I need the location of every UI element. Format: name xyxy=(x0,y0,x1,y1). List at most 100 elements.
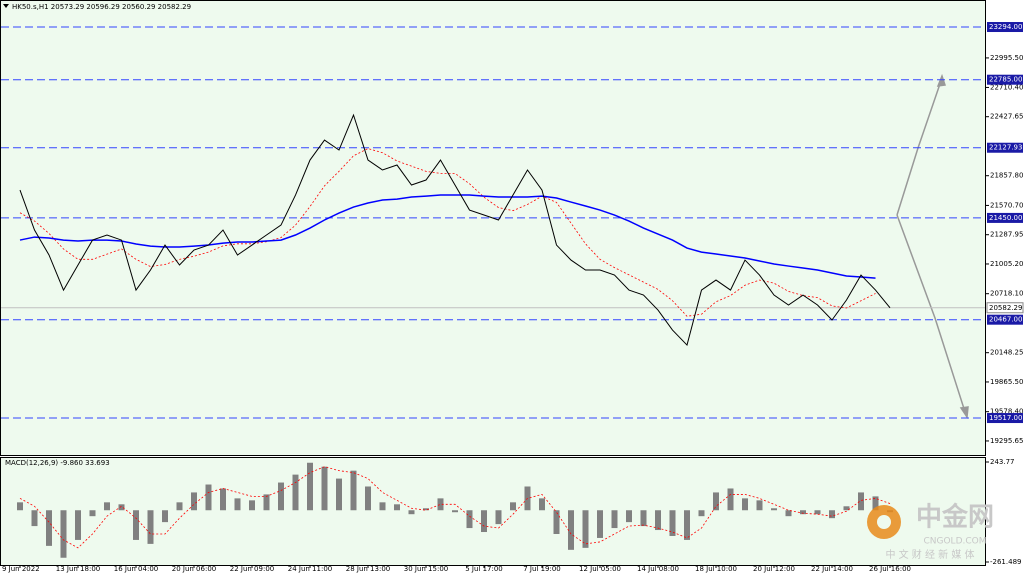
x-tick-label: 13 Jun 18:00 xyxy=(56,565,100,573)
level-box xyxy=(987,22,1023,33)
x-tick-label: 9 Jun 2022 xyxy=(2,565,40,573)
macd-bar xyxy=(75,510,81,540)
price-panel xyxy=(0,0,986,456)
macd-bar xyxy=(655,510,661,531)
y-tick-label: 243.77 xyxy=(990,458,1015,466)
macd-bar xyxy=(423,508,429,511)
macd-bar xyxy=(46,510,52,546)
macd-bar xyxy=(814,510,821,515)
level-box xyxy=(987,142,1023,153)
y-tick-label: 19865.50 xyxy=(990,378,1023,386)
macd-bar xyxy=(669,510,676,536)
macd-bar xyxy=(321,466,328,511)
macd-bar xyxy=(60,510,67,558)
macd-bar xyxy=(350,470,357,511)
macd-bar xyxy=(278,482,284,511)
macd-bar xyxy=(437,498,444,511)
macd-bar xyxy=(872,496,879,511)
x-tick-label: 18 Jul 10:00 xyxy=(695,565,737,573)
macd-bar xyxy=(394,504,400,511)
macd-title: MACD(12,26,9) -9.860 33.693 xyxy=(5,459,110,467)
macd-bar xyxy=(510,502,516,511)
logo-inner xyxy=(877,515,891,529)
y-tick-label: 21857.80 xyxy=(990,172,1023,180)
y-tick-label: 22710.40 xyxy=(990,83,1023,91)
y-tick-label: 22995.50 xyxy=(990,54,1023,62)
x-tick-label: 24 Jun 11:00 xyxy=(288,565,332,573)
x-tick-label: 20 Jun 06:00 xyxy=(172,565,216,573)
macd-bar xyxy=(89,510,96,517)
macd-bar xyxy=(858,492,864,511)
macd-bar xyxy=(829,510,835,519)
x-tick-label: 16 Jun 04:00 xyxy=(114,565,158,573)
macd-bar xyxy=(582,510,589,548)
macd-bar xyxy=(408,510,415,515)
level-label: 19517.00 xyxy=(989,414,1022,422)
watermark: 中金网 CNGOLD.COM 中 文 财 经 新 媒 体 xyxy=(867,502,994,561)
macd-bar xyxy=(626,510,632,523)
chart-title: HK50.s,H1 20573.29 20596.29 20560.29 205… xyxy=(12,3,191,11)
macd-bar xyxy=(17,502,23,511)
macd-bar xyxy=(263,494,270,511)
macd-bar xyxy=(843,506,850,511)
level-label: 22127.93 xyxy=(989,144,1022,152)
y-tick-label: 21287.95 xyxy=(990,231,1023,239)
macd-bar xyxy=(495,510,502,525)
macd-bar xyxy=(234,498,241,511)
x-tick-label: 20 Jul 12:00 xyxy=(753,565,795,573)
level-label: 23294.00 xyxy=(989,23,1022,31)
macd-bar xyxy=(640,510,647,527)
y-tick-label: 19295.65 xyxy=(990,437,1023,445)
y-tick-label: 21570.70 xyxy=(990,201,1023,209)
y-tick-label: 22427.65 xyxy=(990,113,1023,121)
line xyxy=(19,466,891,549)
y-tick-label: -261.489 xyxy=(990,558,1021,566)
macd-bar xyxy=(292,474,299,511)
x-tick-label: 22 Jun 09:00 xyxy=(230,565,274,573)
macd-bar xyxy=(307,462,313,511)
macd-bar xyxy=(336,478,342,511)
arrow-head xyxy=(959,406,969,420)
macd-bar xyxy=(379,502,386,511)
macd-bar xyxy=(756,500,763,511)
x-tick-label: 30 Jun 15:00 xyxy=(404,565,448,573)
level-box xyxy=(987,212,1023,223)
macd-bar xyxy=(249,500,255,511)
price-label: 20582.29 xyxy=(989,304,1022,312)
macd-bar xyxy=(611,510,618,529)
macd-bar xyxy=(31,510,38,527)
macd-bar xyxy=(684,510,690,540)
macd-bar xyxy=(742,498,748,511)
macd-bar xyxy=(553,510,560,534)
y-tick-label: 20148.25 xyxy=(990,349,1023,357)
price-box xyxy=(986,302,1024,314)
macd-bar xyxy=(205,484,212,511)
macd-bar xyxy=(147,510,154,544)
macd-bar xyxy=(176,502,183,511)
x-tick-label: 26 Jul 16:00 xyxy=(869,565,911,573)
x-tick-label: 7 Jul 19:00 xyxy=(523,565,561,573)
watermark-slogan: 中 文 财 经 新 媒 体 xyxy=(885,548,974,561)
arrow-down xyxy=(896,214,967,416)
watermark-site: CNGOLD.COM xyxy=(923,537,986,547)
macd-bar xyxy=(800,510,806,515)
level-label: 20467.00 xyxy=(989,316,1022,324)
level-box xyxy=(987,413,1023,424)
macd-bar xyxy=(466,510,473,529)
x-tick-label: 28 Jun 13:00 xyxy=(346,565,390,573)
macd-bar xyxy=(785,510,792,517)
macd-bar xyxy=(118,504,125,511)
macd-bar xyxy=(481,510,487,533)
macd-bar xyxy=(713,492,719,511)
x-tick-label: 5 Jul 17:00 xyxy=(465,565,503,573)
level-box xyxy=(987,74,1023,85)
level-box xyxy=(987,314,1023,325)
macd-bar xyxy=(191,492,197,511)
y-tick-label: 21005.20 xyxy=(990,260,1023,268)
line xyxy=(19,113,891,347)
macd-bar xyxy=(771,508,777,511)
level-label: 21450.00 xyxy=(989,214,1022,222)
macd-bar xyxy=(365,486,371,511)
macd-bar xyxy=(452,510,458,513)
